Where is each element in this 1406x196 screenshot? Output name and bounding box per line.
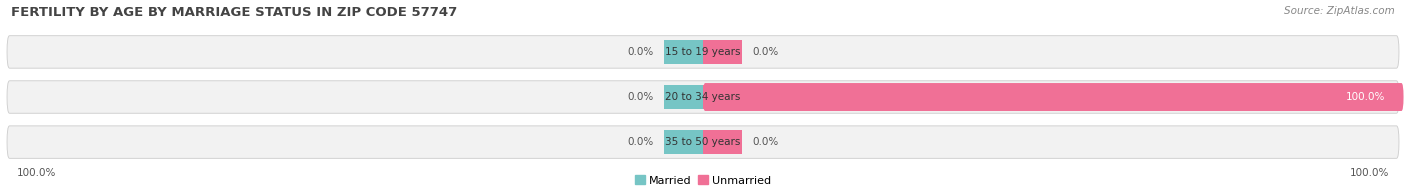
FancyBboxPatch shape xyxy=(7,81,1399,113)
Text: 15 to 19 years: 15 to 19 years xyxy=(665,47,741,57)
Text: 0.0%: 0.0% xyxy=(627,92,654,102)
Text: 100.0%: 100.0% xyxy=(1346,92,1385,102)
Legend: Married, Unmarried: Married, Unmarried xyxy=(630,171,776,190)
Bar xyxy=(665,85,703,109)
Bar xyxy=(665,130,703,154)
Text: 100.0%: 100.0% xyxy=(17,168,56,178)
Text: 100.0%: 100.0% xyxy=(1350,168,1389,178)
Text: 0.0%: 0.0% xyxy=(627,137,654,147)
Bar xyxy=(703,130,742,154)
Text: 0.0%: 0.0% xyxy=(627,47,654,57)
Text: 0.0%: 0.0% xyxy=(752,137,779,147)
Text: 35 to 50 years: 35 to 50 years xyxy=(665,137,741,147)
Text: 0.0%: 0.0% xyxy=(752,47,779,57)
Bar xyxy=(703,85,742,109)
Bar xyxy=(703,40,742,64)
Text: Source: ZipAtlas.com: Source: ZipAtlas.com xyxy=(1284,6,1395,16)
Text: 20 to 34 years: 20 to 34 years xyxy=(665,92,741,102)
FancyBboxPatch shape xyxy=(7,126,1399,158)
FancyBboxPatch shape xyxy=(7,36,1399,68)
FancyBboxPatch shape xyxy=(703,83,1403,111)
Bar xyxy=(665,40,703,64)
Text: FERTILITY BY AGE BY MARRIAGE STATUS IN ZIP CODE 57747: FERTILITY BY AGE BY MARRIAGE STATUS IN Z… xyxy=(11,6,457,19)
